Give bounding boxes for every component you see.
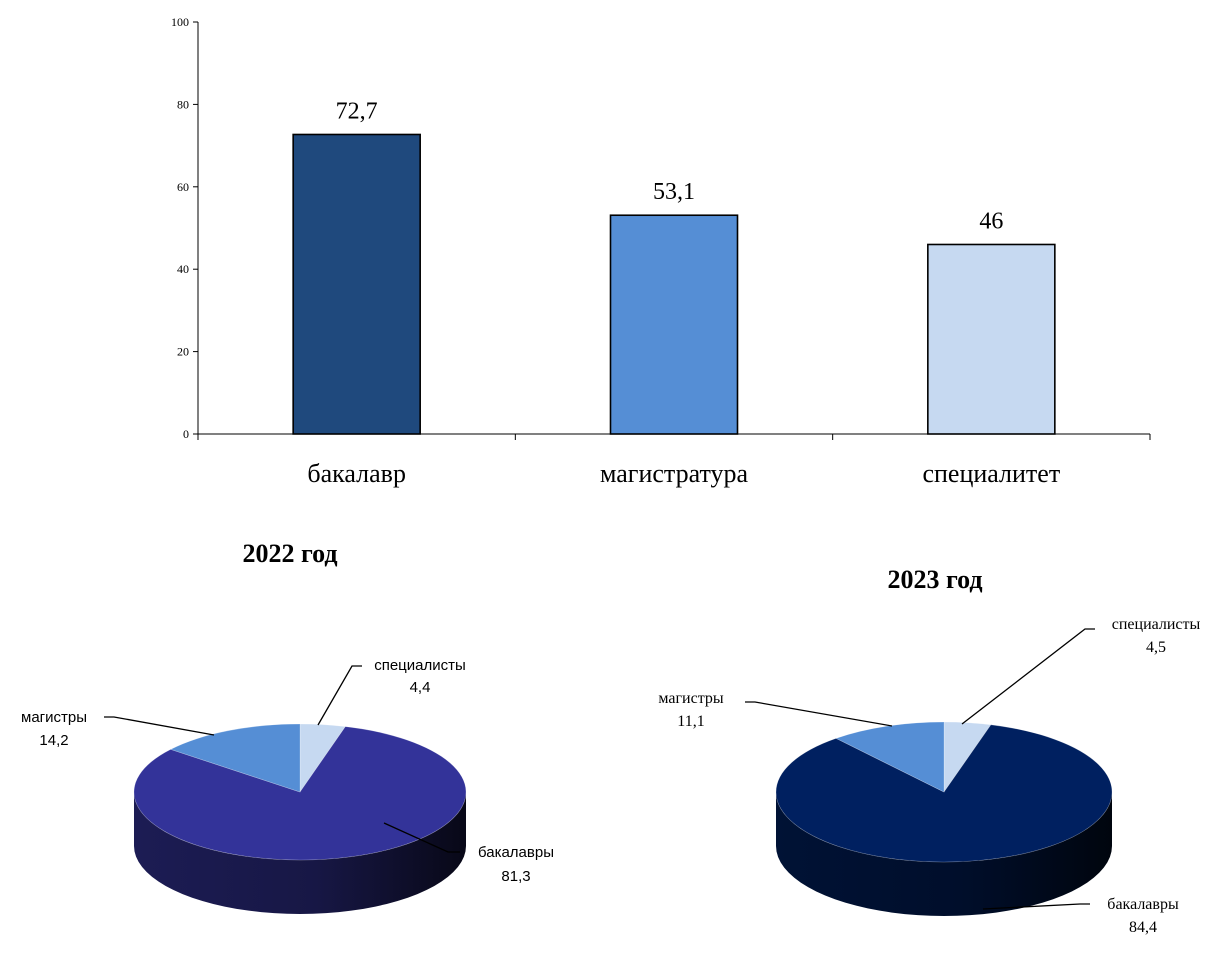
x-category-label: бакалавр: [307, 459, 406, 488]
y-ticks: 0 20 40 60 80 100: [171, 15, 198, 441]
bars: 72,7 бакалавр 53,1 магистратура 46 специалите…: [292, 98, 1060, 488]
leader-line-bachelors-2023: [982, 903, 1090, 910]
bar: [609, 214, 739, 435]
y-tick-label: 80: [177, 97, 189, 111]
pie-label-specialists-2023: специалисты: [1112, 616, 1201, 633]
leader-line-specialists-2023: [961, 628, 1095, 725]
x-category-label: специалитет: [922, 459, 1060, 488]
y-tick-label: 60: [177, 180, 189, 194]
leader-line-bachelors-2022: [383, 822, 460, 853]
bar: [927, 243, 1056, 435]
pie-side: [134, 792, 466, 914]
bar-value-label: 53,1: [653, 179, 695, 205]
pie-label-specialists-2022: специалисты: [374, 657, 466, 674]
x-ticks: [197, 434, 1151, 440]
bar-value-label: 46: [979, 208, 1003, 234]
pie-body-2023: [775, 721, 1113, 916]
bar: [292, 133, 421, 435]
pie-title-2022: 2022 год: [242, 539, 337, 568]
pie-value-masters-2022: 14,2: [39, 732, 68, 749]
pie-side: [776, 792, 1112, 916]
x-category-label: магистратура: [600, 459, 749, 488]
pie-slice: [133, 726, 467, 861]
pie-chart-2023: 2023 год специалисты 4,5 магистры 11,1 б…: [658, 565, 1200, 936]
pie-value-bachelors-2023: 84,4: [1129, 919, 1157, 936]
pie-label-bachelors-2022: бакалавры: [478, 844, 554, 861]
pie-slice: [299, 723, 346, 793]
pie-value-bachelors-2022: 81,3: [501, 868, 530, 885]
pie-chart-2022: 2022 год специалисты 4,4 магистры 14,2 б…: [21, 539, 554, 914]
pie-side-segment: [134, 792, 466, 914]
y-tick-label: 0: [183, 427, 189, 441]
leader-line-masters-2022: [104, 716, 215, 736]
pie-slice: [169, 723, 301, 793]
pie-side-segment: [776, 792, 1112, 916]
pie-value-masters-2023: 11,1: [677, 713, 704, 730]
y-tick-label: 40: [177, 262, 189, 276]
bar-chart: 0 20 40 60 80 100 72,7 бакалавр 53,1 магистратур…: [171, 15, 1151, 488]
pie-label-masters-2023: магистры: [658, 690, 724, 707]
y-tick-label: 20: [177, 345, 189, 359]
pie-title-2023: 2023 год: [887, 565, 982, 594]
leader-line-masters-2023: [745, 701, 893, 727]
pie-label-masters-2022: магистры: [21, 709, 87, 726]
pie-value-specialists-2023: 4,5: [1146, 639, 1166, 656]
pie-value-specialists-2022: 4,4: [410, 679, 431, 696]
pie-slice: [835, 721, 945, 793]
pie-label-bachelors-2023: бакалавры: [1107, 896, 1179, 913]
pie-slice: [775, 724, 1113, 863]
pie-body-2022: [133, 723, 467, 914]
bar-value-label: 72,7: [336, 98, 378, 124]
pie-slice: [943, 721, 992, 793]
y-tick-label: 100: [171, 15, 189, 29]
leader-line-specialists-2022: [317, 665, 362, 726]
